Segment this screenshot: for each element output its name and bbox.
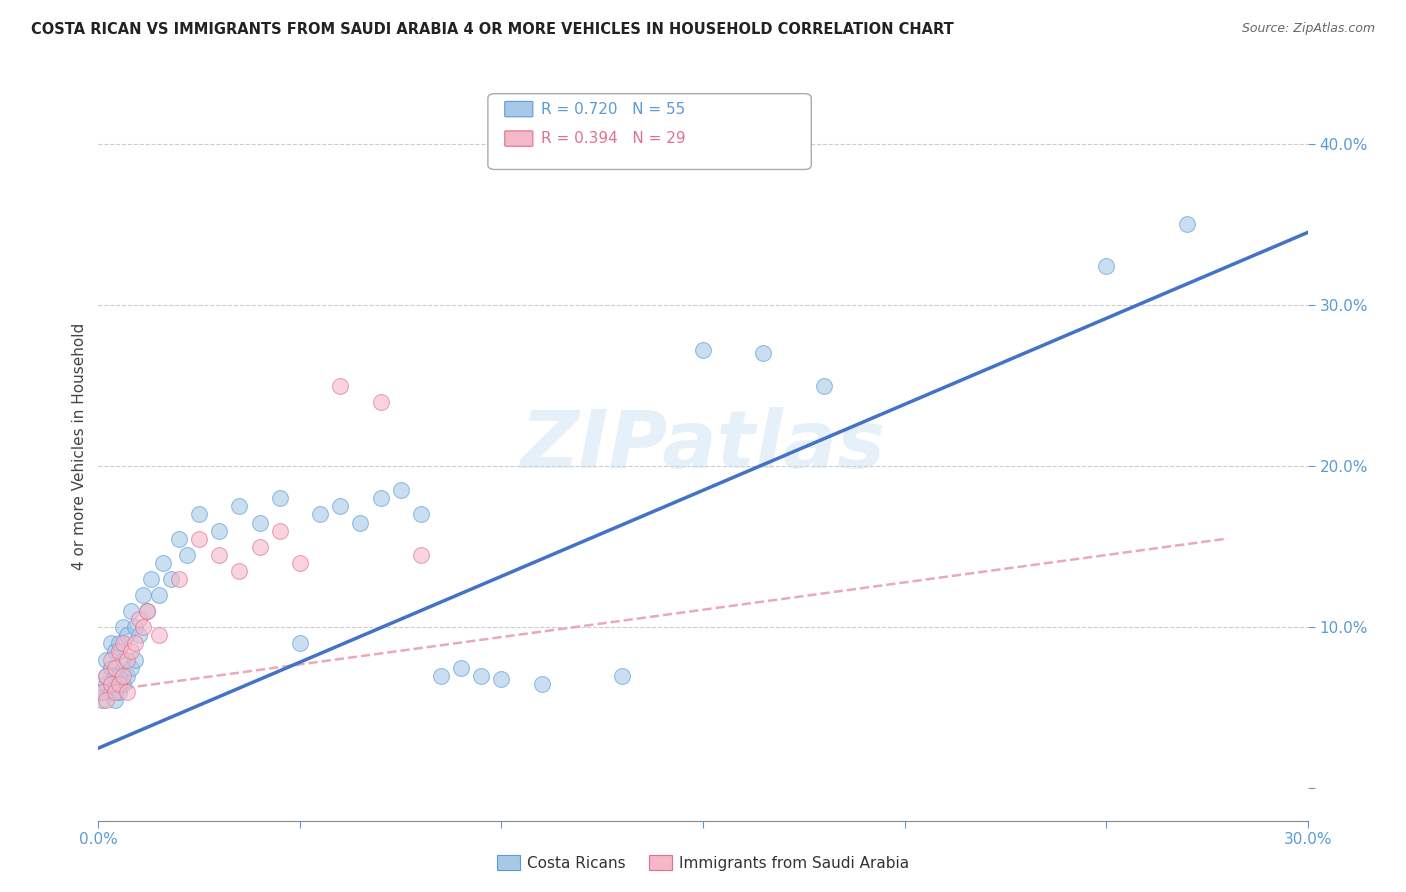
Point — [115, 628, 138, 642]
Point — [188, 532, 211, 546]
Point — [111, 676, 134, 690]
Point — [120, 644, 142, 658]
Text: R = 0.394   N = 29: R = 0.394 N = 29 — [541, 131, 686, 146]
Point — [103, 684, 125, 698]
Point — [107, 636, 129, 650]
Point — [135, 604, 157, 618]
Point — [370, 491, 392, 506]
Point — [288, 556, 311, 570]
Point — [228, 564, 250, 578]
Point — [288, 636, 311, 650]
Point — [160, 572, 183, 586]
Point — [115, 668, 138, 682]
Point — [370, 394, 392, 409]
Point — [103, 693, 125, 707]
Point — [309, 508, 332, 522]
Point — [96, 668, 118, 682]
Point — [148, 588, 170, 602]
Point — [128, 628, 150, 642]
Text: COSTA RICAN VS IMMIGRANTS FROM SAUDI ARABIA 4 OR MORE VEHICLES IN HOUSEHOLD CORR: COSTA RICAN VS IMMIGRANTS FROM SAUDI ARA… — [31, 22, 953, 37]
Point — [91, 693, 114, 707]
Point — [91, 684, 114, 698]
Point — [409, 508, 432, 522]
Text: Source: ZipAtlas.com: Source: ZipAtlas.com — [1241, 22, 1375, 36]
Text: R = 0.720   N = 55: R = 0.720 N = 55 — [541, 102, 686, 117]
Point — [124, 652, 146, 666]
Point — [269, 524, 291, 538]
Point — [152, 556, 174, 570]
Point — [96, 693, 118, 707]
Point — [249, 540, 271, 554]
Point — [107, 684, 129, 698]
Point — [124, 620, 146, 634]
Y-axis label: 4 or more Vehicles in Household: 4 or more Vehicles in Household — [72, 322, 87, 570]
Point — [167, 532, 190, 546]
Point — [1095, 260, 1118, 274]
Point — [208, 548, 231, 562]
Point — [132, 620, 155, 634]
Point — [470, 668, 492, 682]
Point — [111, 636, 134, 650]
Point — [128, 612, 150, 626]
Point — [100, 660, 122, 674]
Point — [107, 668, 129, 682]
Point — [107, 644, 129, 658]
Point — [132, 588, 155, 602]
Point — [120, 660, 142, 674]
Point — [167, 572, 190, 586]
Point — [96, 676, 118, 690]
Point — [269, 491, 291, 506]
Point — [100, 636, 122, 650]
Point — [120, 604, 142, 618]
Text: ZIPatlas: ZIPatlas — [520, 407, 886, 485]
Point — [530, 676, 553, 690]
Point — [389, 483, 412, 498]
Point — [208, 524, 231, 538]
Point — [103, 668, 125, 682]
Point — [692, 343, 714, 358]
Point — [135, 604, 157, 618]
Point — [139, 572, 162, 586]
Point — [409, 548, 432, 562]
Point — [188, 508, 211, 522]
Point — [96, 668, 118, 682]
Point — [103, 660, 125, 674]
Point — [111, 668, 134, 682]
Point — [329, 378, 352, 392]
Point — [249, 516, 271, 530]
Point — [176, 548, 198, 562]
Point — [107, 676, 129, 690]
Point — [329, 500, 352, 514]
Point — [100, 676, 122, 690]
Point — [1175, 218, 1198, 232]
Point — [91, 684, 114, 698]
Point — [813, 378, 835, 392]
Point — [100, 684, 122, 698]
Point — [115, 652, 138, 666]
Point — [96, 652, 118, 666]
Point — [100, 652, 122, 666]
Point — [491, 672, 513, 686]
Legend: Costa Ricans, Immigrants from Saudi Arabia: Costa Ricans, Immigrants from Saudi Arab… — [491, 849, 915, 877]
Point — [228, 500, 250, 514]
Point — [752, 346, 775, 360]
Point — [148, 628, 170, 642]
Point — [115, 684, 138, 698]
Point — [349, 516, 371, 530]
Point — [124, 636, 146, 650]
Point — [450, 660, 472, 674]
Point — [430, 668, 453, 682]
Point — [612, 668, 634, 682]
Point — [103, 644, 125, 658]
Point — [111, 652, 134, 666]
Point — [111, 620, 134, 634]
